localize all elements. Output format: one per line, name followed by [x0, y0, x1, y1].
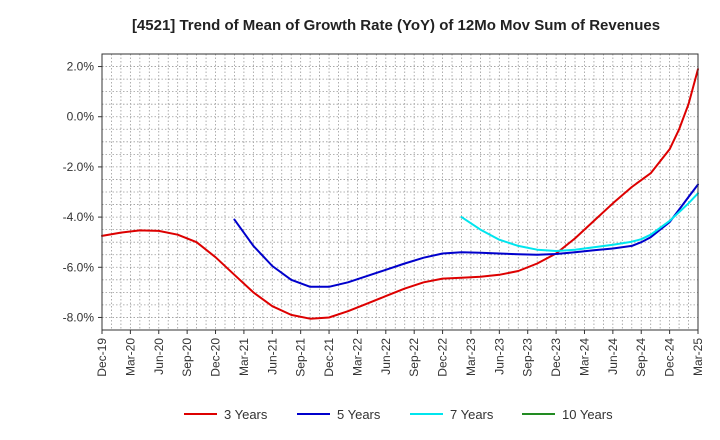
legend: 3 Years 5 Years 7 Years 10 Years — [184, 407, 613, 422]
x-tick-label: Dec-21 — [322, 338, 336, 377]
x-tick-label: Jun-22 — [379, 338, 393, 375]
x-tick-label: Dec-23 — [549, 338, 563, 377]
x-tick-label: Jun-20 — [152, 338, 166, 375]
grid — [102, 54, 698, 330]
y-tick-label: 2.0% — [67, 60, 95, 74]
y-axis: 2.0% 0.0% -2.0% -4.0% -6.0% -8.0% — [63, 60, 102, 324]
x-axis: Dec-19 Mar-20 Jun-20 Sep-20 Dec-20 Mar-21 Jun-… — [95, 330, 705, 377]
series-line-5-years — [233, 183, 699, 288]
series-line-7-years — [460, 192, 699, 252]
x-tick-label: Mar-22 — [350, 338, 364, 376]
x-tick-label: Sep-23 — [521, 338, 535, 377]
y-tick-label: -6.0% — [63, 260, 95, 274]
legend-label: 7 Years — [450, 407, 494, 422]
x-tick-label: Sep-21 — [294, 338, 308, 377]
x-tick-label: Mar-23 — [464, 338, 478, 376]
chart-title: [4521] Trend of Mean of Growth Rate (YoY… — [132, 17, 660, 34]
x-tick-label: Mar-21 — [237, 338, 251, 376]
x-tick-label: Jun-23 — [492, 338, 506, 375]
x-tick-label: Dec-20 — [209, 338, 223, 377]
x-tick-label: Sep-20 — [180, 338, 194, 377]
x-tick-label: Sep-24 — [634, 338, 648, 377]
y-tick-label: -8.0% — [63, 310, 95, 324]
x-tick-label: Dec-22 — [436, 338, 450, 377]
legend-label: 10 Years — [562, 407, 613, 422]
series-layer — [101, 68, 699, 320]
y-tick-label: -4.0% — [63, 210, 95, 224]
y-tick-label: -2.0% — [63, 160, 95, 174]
x-tick-label: Sep-22 — [407, 338, 421, 377]
y-tick-label: 0.0% — [67, 110, 95, 124]
x-tick-label: Mar-20 — [123, 338, 137, 376]
legend-label: 5 Years — [337, 407, 381, 422]
plot-frame — [101, 53, 699, 331]
legend-label: 3 Years — [224, 407, 268, 422]
series-line-3-years — [101, 68, 699, 320]
x-tick-label: Dec-24 — [663, 338, 677, 377]
x-tick-label: Jun-21 — [265, 338, 279, 375]
x-tick-label: Dec-19 — [95, 338, 109, 377]
x-tick-label: Mar-24 — [577, 338, 591, 376]
x-tick-label: Jun-24 — [606, 338, 620, 375]
x-tick-label: Mar-25 — [691, 338, 705, 376]
